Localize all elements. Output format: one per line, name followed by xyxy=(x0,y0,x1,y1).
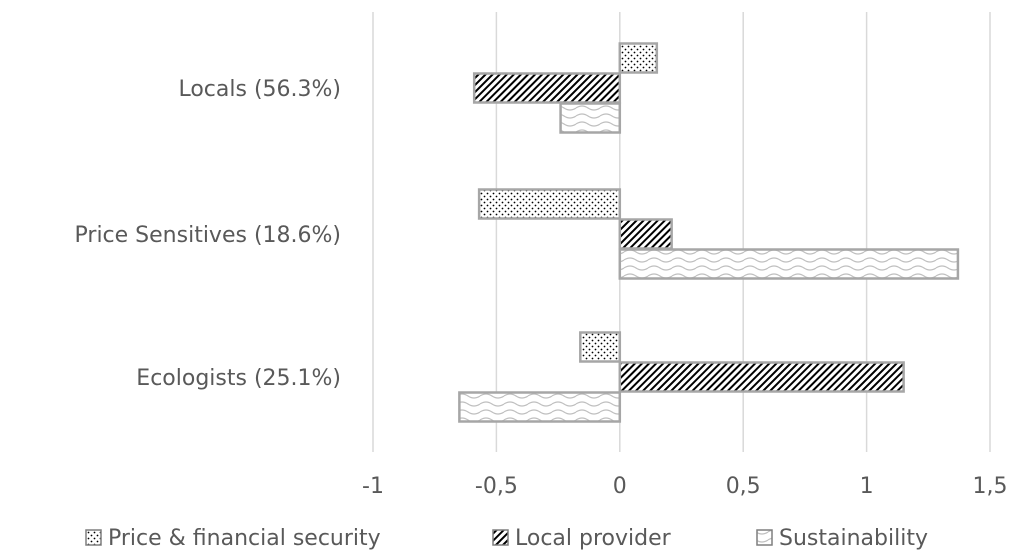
x-tick-label: -1 xyxy=(362,474,384,499)
legend-item: Sustainability xyxy=(756,526,928,551)
legend-item: Price & financial security xyxy=(85,526,381,551)
bar-waves xyxy=(559,102,622,134)
bar-diagonal-hatch xyxy=(472,72,622,104)
legend-label: Price & financial security xyxy=(108,526,381,551)
bar-dots xyxy=(477,188,622,220)
legend-swatch xyxy=(756,529,773,546)
bar-dots xyxy=(618,42,659,74)
bar-waves xyxy=(458,391,622,423)
legend-label: Sustainability xyxy=(779,526,928,551)
bar-diagonal-hatch xyxy=(618,361,905,393)
x-tick-label: 0,5 xyxy=(726,474,761,499)
bar-waves xyxy=(618,248,960,280)
legend-swatch xyxy=(492,529,509,546)
legend-item: Local provider xyxy=(492,526,672,551)
legend: Price & financial security Local provider… xyxy=(85,526,928,551)
bar-dots xyxy=(579,331,622,363)
x-tick-label: 1,5 xyxy=(973,474,1008,499)
legend-swatch xyxy=(85,529,102,546)
category-labels: Locals (56.3%) Price Sensitives (18.6%) Ec… xyxy=(75,77,341,391)
x-axis-tick-labels: -1 -0,5 0 0,5 1 1,5 xyxy=(362,474,1007,499)
bars xyxy=(458,42,960,423)
category-label: Price Sensitives (18.6%) xyxy=(75,223,341,248)
x-tick-label: 1 xyxy=(860,474,874,499)
x-tick-label: -0,5 xyxy=(475,474,518,499)
category-label: Locals (56.3%) xyxy=(178,77,341,102)
bar-diagonal-hatch xyxy=(618,218,673,250)
legend-label: Local provider xyxy=(515,526,672,551)
category-label: Ecologists (25.1%) xyxy=(136,366,341,391)
x-tick-label: 0 xyxy=(613,474,627,499)
